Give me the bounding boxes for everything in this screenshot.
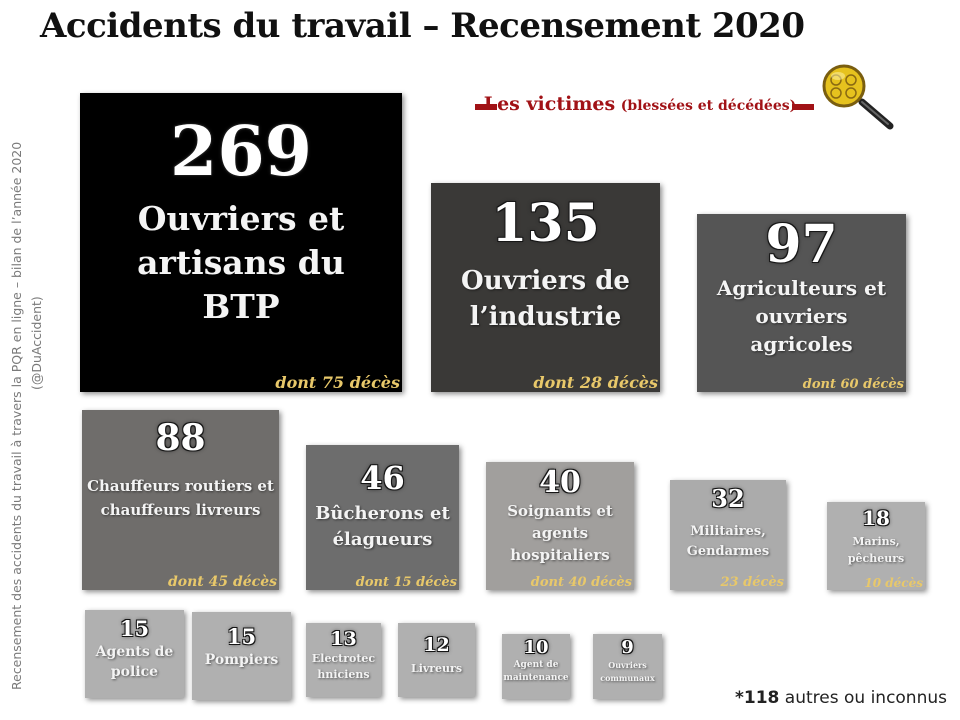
footnote-count: *118 xyxy=(735,688,780,708)
category-label: Agent de maintenance xyxy=(503,660,569,683)
category-deaths: 23 décès xyxy=(720,575,784,590)
category-count: 88 xyxy=(155,417,206,459)
category-card-police: 15 Agents de police xyxy=(85,610,184,698)
category-deaths: dont 75 décès xyxy=(275,373,400,392)
category-deaths: dont 15 décès xyxy=(355,575,457,590)
category-count: 13 xyxy=(330,628,357,650)
category-label: Ouvriers de l’industrie xyxy=(461,266,630,332)
category-card-pompiers: 15 Pompiers xyxy=(192,612,291,700)
category-count: 12 xyxy=(423,634,450,656)
category-label: Electrotechniciens xyxy=(311,652,376,681)
category-label: Agriculteurs et ouvriers agricoles xyxy=(716,276,887,356)
category-count: 10 xyxy=(523,637,549,658)
category-card-electrotechniciens: 13 Electrotechniciens xyxy=(306,623,381,697)
footnote-text: autres ou inconnus xyxy=(779,688,947,708)
category-card-bucherons: 46 Bûcherons et élagueurs dont 15 décès xyxy=(306,445,459,590)
category-count: 18 xyxy=(862,506,890,530)
category-label: Marins, pêcheurs xyxy=(847,535,905,565)
category-label: Ouvriers et artisans du BTP xyxy=(137,199,345,326)
subtitle: Les victimes (blessées et décédées) xyxy=(470,92,810,118)
category-card-agriculteurs: 97 Agriculteurs et ouvriers agricoles do… xyxy=(697,214,906,392)
category-label: Militaires, Gendarmes xyxy=(686,524,770,559)
category-deaths: 10 décès xyxy=(864,576,923,590)
category-label: Soignants et agents hospitaliers xyxy=(507,502,613,564)
category-deaths: dont 28 décès xyxy=(533,373,658,392)
category-label: Livreurs xyxy=(410,662,463,675)
category-card-militaires: 32 Militaires, Gendarmes 23 décès xyxy=(670,480,786,590)
subtitle-main: Les victimes xyxy=(483,93,616,115)
category-count: 135 xyxy=(491,193,600,254)
category-count: 40 xyxy=(539,465,581,500)
side-note-line2: (@DuAccident) xyxy=(29,296,44,390)
subtitle-dash-right xyxy=(792,104,814,110)
category-card-communaux: 9 Ouvriers communaux xyxy=(593,634,662,699)
side-note-line1: Recensement des accidents du travail à t… xyxy=(9,141,24,690)
page-title: Accidents du travail – Recensement 2020 xyxy=(40,6,805,46)
category-card-industrie: 135 Ouvriers de l’industrie dont 28 décè… xyxy=(431,183,660,392)
side-note: Recensement des accidents du travail à t… xyxy=(0,0,60,720)
magnifying-glass-icon xyxy=(822,64,894,130)
category-count: 32 xyxy=(711,484,745,513)
category-label: Ouvriers communaux xyxy=(600,660,655,683)
category-count: 97 xyxy=(765,214,838,275)
category-count: 46 xyxy=(360,459,405,497)
category-count: 269 xyxy=(170,112,312,192)
subtitle-dash-left xyxy=(475,104,497,110)
category-label: Pompiers xyxy=(204,652,279,668)
category-count: 15 xyxy=(119,616,150,641)
category-deaths: dont 60 décès xyxy=(802,377,904,392)
category-label: Agents de police xyxy=(95,644,174,680)
category-card-btp: 269 Ouvriers et artisans du BTP dont 75 … xyxy=(80,93,402,392)
category-card-marins: 18 Marins, pêcheurs 10 décès xyxy=(827,502,925,590)
category-label: Bûcherons et élagueurs xyxy=(315,503,450,550)
category-card-chauffeurs: 88 Chauffeurs routiers et chauffeurs liv… xyxy=(82,410,279,590)
category-deaths: dont 40 décès xyxy=(530,575,632,590)
footnote-others: *118 autres ou inconnus xyxy=(735,688,947,708)
category-label: Chauffeurs routiers et chauffeurs livreu… xyxy=(87,477,274,519)
category-count: 9 xyxy=(621,637,634,658)
category-count: 15 xyxy=(226,624,257,649)
category-card-livreurs: 12 Livreurs xyxy=(398,623,475,697)
subtitle-small: (blessées et décédées) xyxy=(620,98,797,114)
category-card-maintenance: 10 Agent de maintenance xyxy=(502,634,570,699)
category-card-soignants: 40 Soignants et agents hospitaliers dont… xyxy=(486,462,634,590)
category-deaths: dont 45 décès xyxy=(167,574,277,590)
